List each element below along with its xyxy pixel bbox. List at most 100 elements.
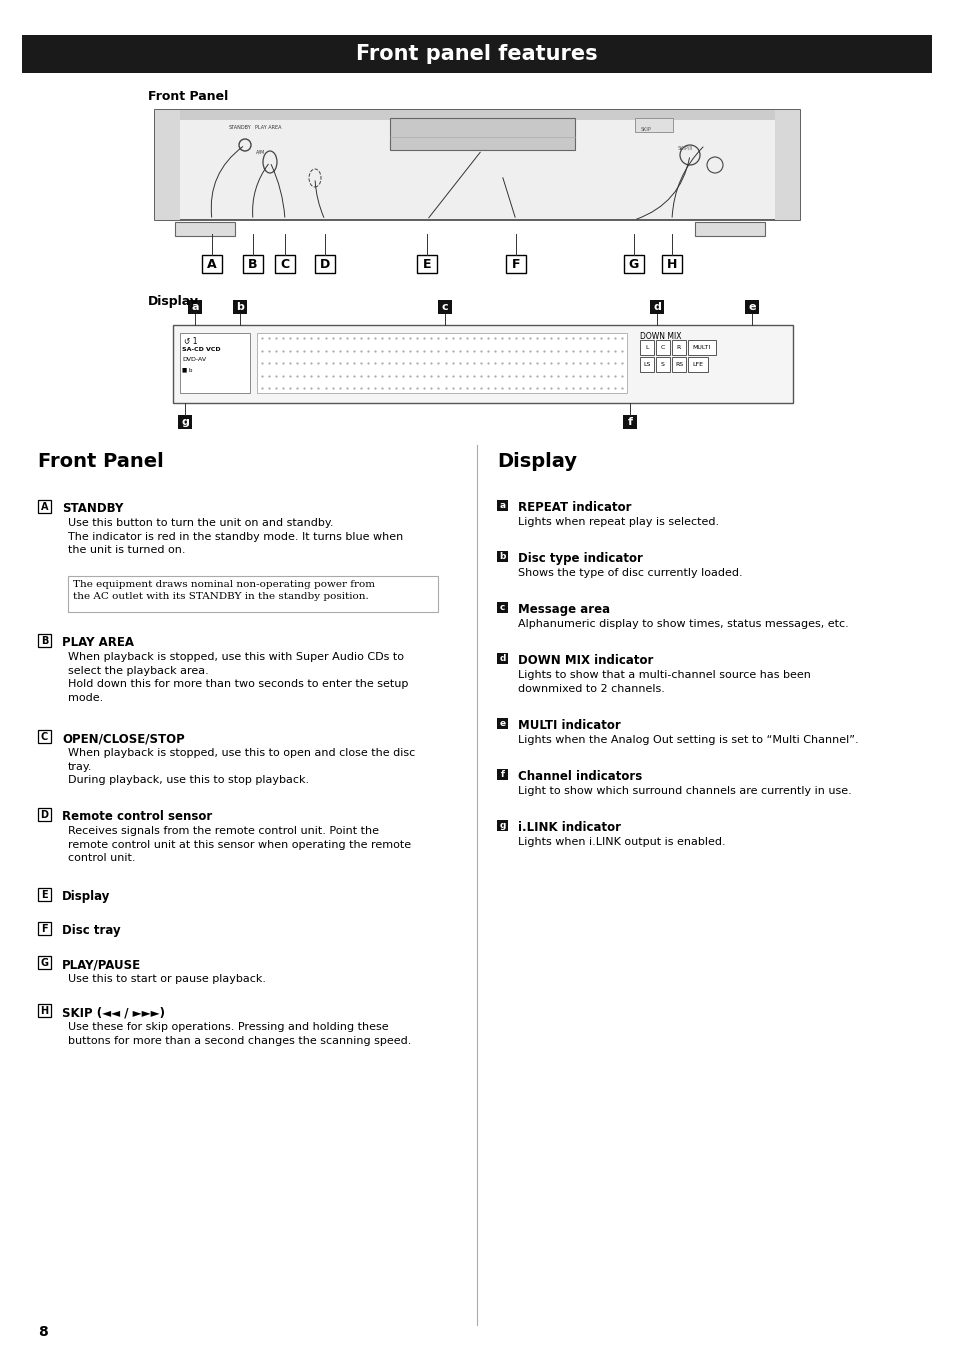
Text: Disc type indicator: Disc type indicator	[517, 552, 642, 565]
Bar	[38, 634, 51, 648]
Text: Front panel features: Front panel features	[355, 45, 598, 63]
Text: 8: 8	[38, 1325, 48, 1340]
Text: e: e	[499, 719, 505, 728]
Bar	[497, 820, 507, 831]
Text: B: B	[248, 258, 257, 271]
Bar	[661, 255, 681, 272]
Bar	[687, 340, 716, 355]
Text: E: E	[41, 889, 48, 900]
Text: SKIP (◄◄ / ►►►): SKIP (◄◄ / ►►►)	[62, 1006, 165, 1018]
Text: REPEAT indicator: REPEAT indicator	[517, 500, 631, 514]
Text: PLAY AREA: PLAY AREA	[62, 635, 133, 649]
Text: OPEN/CLOSE/STOP: OPEN/CLOSE/STOP	[62, 733, 185, 745]
Bar	[178, 415, 192, 429]
Bar	[635, 117, 672, 132]
Bar	[505, 255, 525, 272]
Bar	[497, 500, 507, 511]
Bar	[68, 576, 437, 612]
Text: DOWN MIX indicator: DOWN MIX indicator	[517, 654, 653, 666]
Bar	[656, 357, 669, 372]
Bar	[243, 255, 263, 272]
Text: Light to show which surround channels are currently in use.: Light to show which surround channels ar…	[517, 786, 851, 796]
Text: The equipment draws nominal non-operating power from
the AC outlet with its STAN: The equipment draws nominal non-operatin…	[73, 580, 375, 600]
Text: Message area: Message area	[517, 603, 610, 616]
Bar	[437, 299, 452, 314]
Text: SKIP: SKIP	[640, 127, 651, 132]
Text: Front Panel: Front Panel	[148, 90, 228, 103]
Text: A/M: A/M	[256, 148, 265, 154]
Text: RS: RS	[674, 362, 682, 367]
Text: Disc tray: Disc tray	[62, 924, 120, 938]
Text: G: G	[628, 258, 639, 271]
Text: Display: Display	[62, 890, 111, 902]
Text: Receives signals from the remote control unit. Point the
remote control unit at : Receives signals from the remote control…	[68, 826, 411, 863]
Text: When playback is stopped, use this to open and close the disc
tray.
During playb: When playback is stopped, use this to op…	[68, 747, 415, 785]
Text: c: c	[441, 302, 448, 312]
Text: C: C	[280, 258, 290, 271]
Text: i.LINK indicator: i.LINK indicator	[517, 822, 620, 834]
Text: e: e	[747, 302, 755, 312]
Text: LS: LS	[642, 362, 650, 367]
Text: Display: Display	[148, 295, 199, 308]
Bar	[38, 808, 51, 822]
Bar	[38, 500, 51, 513]
Text: f: f	[627, 417, 632, 428]
Bar	[233, 299, 247, 314]
Bar	[671, 357, 685, 372]
Bar	[38, 956, 51, 969]
Text: Remote control sensor: Remote control sensor	[62, 809, 212, 823]
Text: H: H	[40, 1005, 49, 1016]
Text: Lights when repeat play is selected.: Lights when repeat play is selected.	[517, 517, 719, 527]
Bar	[390, 117, 575, 150]
Text: MULTI indicator: MULTI indicator	[517, 719, 620, 733]
Text: A: A	[41, 502, 49, 511]
Bar	[256, 333, 626, 393]
Bar	[174, 223, 234, 236]
Bar	[623, 255, 643, 272]
Text: PLAY/PAUSE: PLAY/PAUSE	[62, 958, 141, 971]
Text: F: F	[511, 258, 519, 271]
Text: PLAY AREA: PLAY AREA	[254, 125, 281, 130]
Bar	[622, 415, 637, 429]
Text: a: a	[191, 302, 198, 312]
Text: A: A	[207, 258, 216, 271]
Text: ↺ 1: ↺ 1	[184, 337, 197, 345]
Text: DOWN MIX: DOWN MIX	[639, 332, 680, 341]
Bar	[38, 1004, 51, 1017]
Text: C: C	[41, 731, 48, 742]
Text: B: B	[41, 635, 49, 646]
Bar	[38, 888, 51, 901]
Bar	[639, 357, 654, 372]
Text: D: D	[40, 809, 49, 819]
Text: d: d	[653, 302, 660, 312]
Text: ■ b: ■ b	[182, 367, 193, 372]
Text: D: D	[319, 258, 330, 271]
Bar	[202, 255, 222, 272]
Bar	[180, 333, 250, 393]
Bar	[497, 769, 507, 780]
Bar	[497, 718, 507, 728]
Bar	[38, 730, 51, 743]
Text: Channel indicators: Channel indicators	[517, 770, 641, 782]
Text: SA-CD VCD: SA-CD VCD	[182, 347, 220, 352]
Bar	[188, 299, 202, 314]
Text: Lights to show that a multi-channel source has been
downmixed to 2 channels.: Lights to show that a multi-channel sour…	[517, 670, 810, 693]
Bar	[154, 111, 180, 220]
Bar	[639, 340, 654, 355]
Text: S: S	[660, 362, 664, 367]
Text: b: b	[498, 552, 505, 561]
Bar	[38, 921, 51, 935]
Bar	[416, 255, 436, 272]
Text: f: f	[500, 770, 504, 778]
Text: G: G	[40, 958, 49, 967]
Text: LFE: LFE	[692, 362, 702, 367]
Bar	[687, 357, 707, 372]
Text: g: g	[498, 822, 505, 830]
Text: g: g	[181, 417, 189, 428]
Bar	[497, 602, 507, 612]
Text: C: C	[660, 345, 664, 349]
Text: H: H	[666, 258, 677, 271]
Text: Front Panel: Front Panel	[38, 452, 164, 471]
Text: Lights when the Analog Out setting is set to “Multi Channel”.: Lights when the Analog Out setting is se…	[517, 735, 858, 745]
Bar	[22, 35, 931, 73]
